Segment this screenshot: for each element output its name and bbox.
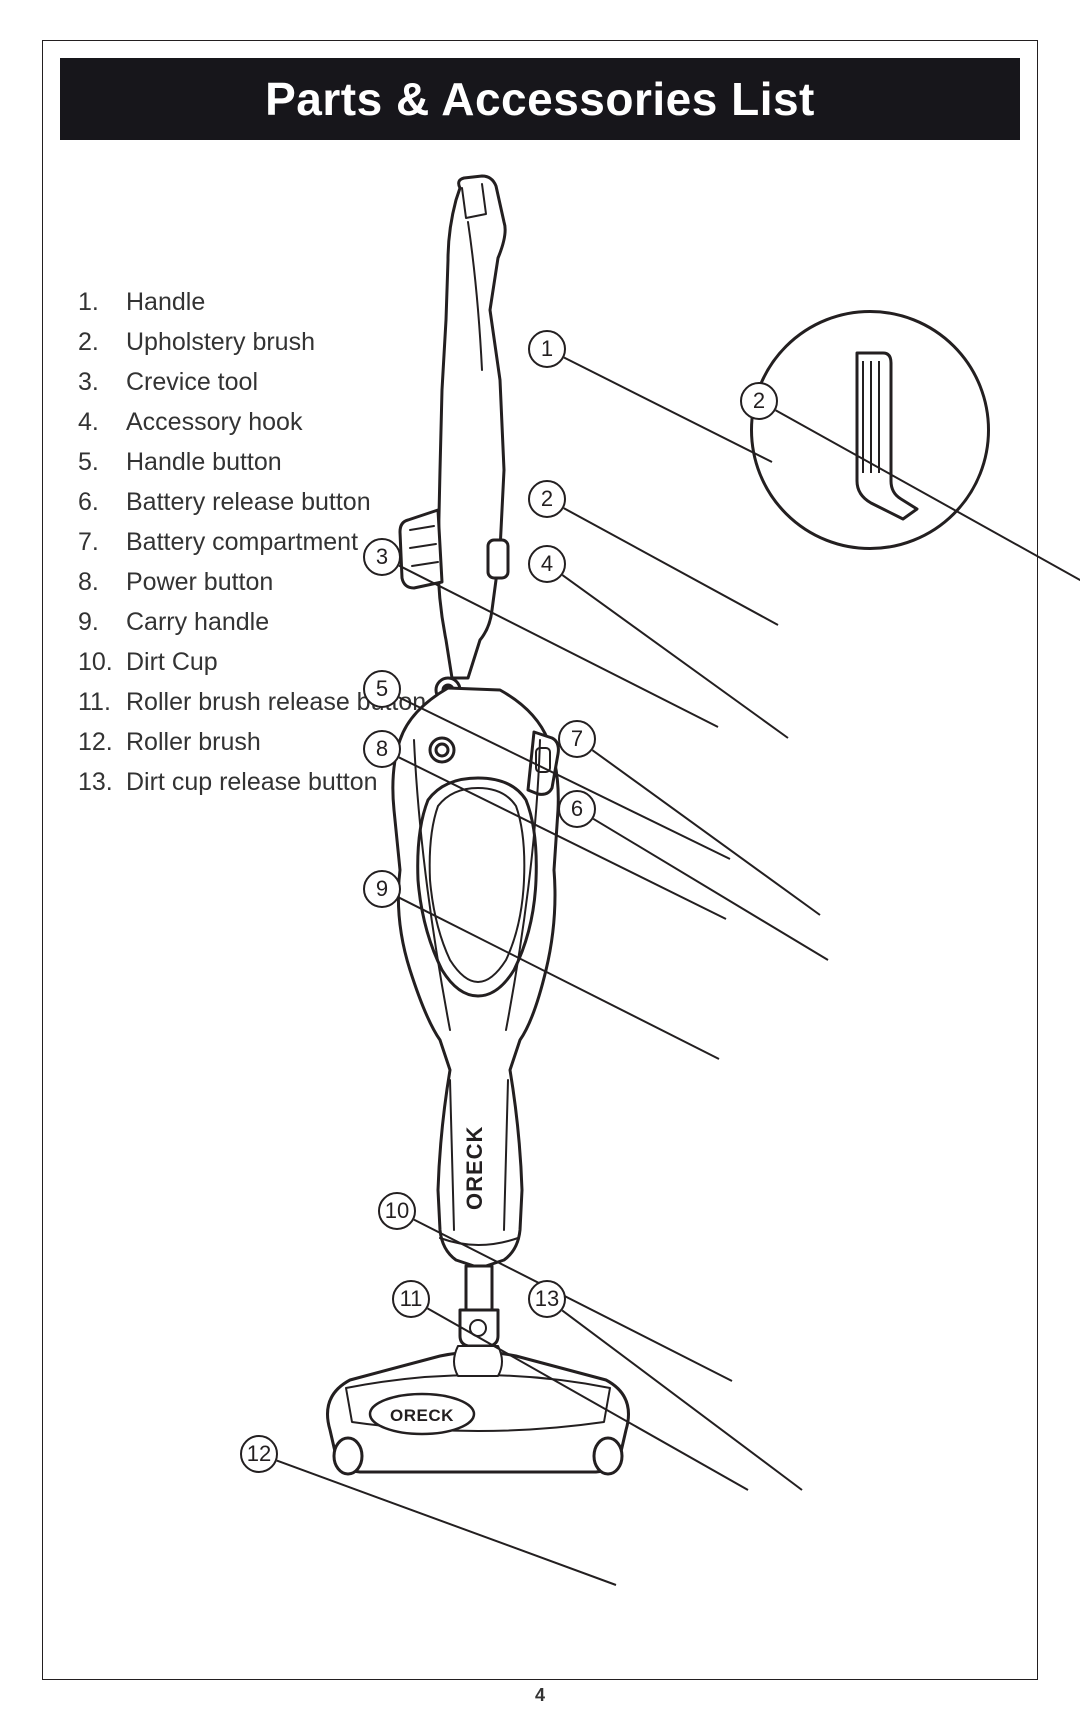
callout-9: 9: [363, 870, 401, 908]
callout-5: 5: [363, 670, 401, 708]
callout-6: 6: [558, 790, 596, 828]
callout-2: 2: [740, 382, 778, 420]
callout-8: 8: [363, 730, 401, 768]
callout-12: 12: [240, 1435, 278, 1473]
callout-1: 1: [528, 330, 566, 368]
diagram: ORECK ORECK: [290, 170, 1020, 1670]
callout-2: 2: [528, 480, 566, 518]
callout-4: 4: [528, 545, 566, 583]
callout-3: 3: [363, 538, 401, 576]
callout-7: 7: [558, 720, 596, 758]
callout-11: 11: [392, 1280, 430, 1318]
callout-13: 13: [528, 1280, 566, 1318]
page-number: 4: [0, 1685, 1080, 1706]
leader-lines: [0, 0, 1080, 1728]
callout-10: 10: [378, 1192, 416, 1230]
